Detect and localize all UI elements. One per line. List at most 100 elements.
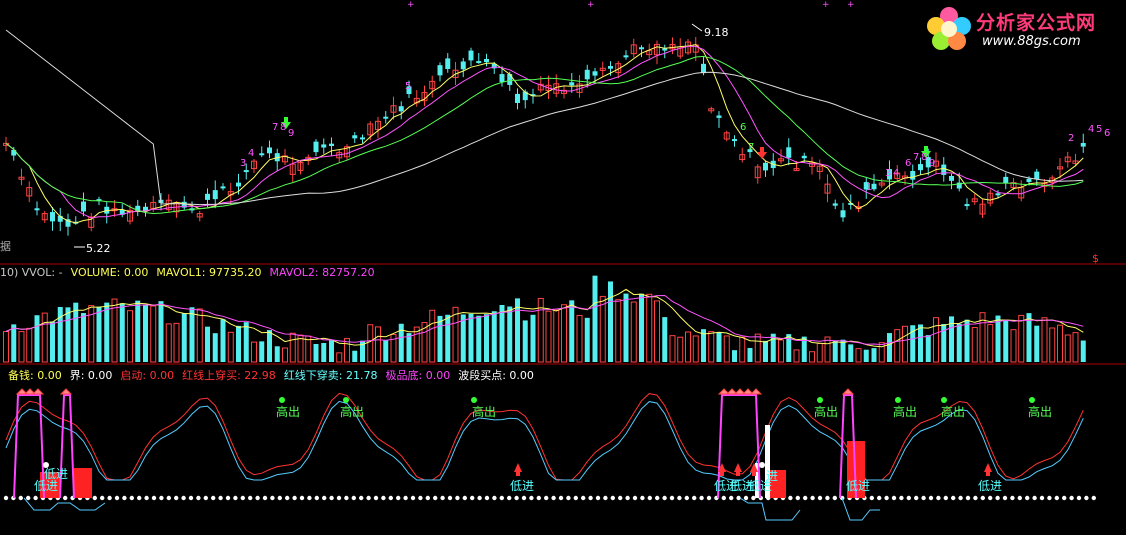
baseline-dot: [26, 495, 31, 501]
candle-body: [599, 67, 606, 71]
volume-bar: [809, 351, 815, 363]
candle-body: [360, 137, 365, 140]
volume-bar: [685, 331, 691, 363]
candle-body: [545, 84, 552, 92]
high-exit-dot: [817, 397, 823, 403]
candle-body: [437, 65, 443, 76]
high-exit-dot: [1029, 397, 1035, 403]
baseline-dot: [625, 495, 630, 501]
wave-count-label: 4: [893, 168, 899, 179]
baseline-dot: [262, 495, 268, 501]
volume-bar: [623, 293, 629, 362]
baseline-dot: [825, 495, 830, 501]
baseline-dot: [558, 495, 564, 501]
volume-bar: [971, 327, 978, 363]
candle-body: [81, 201, 86, 212]
baseline-dot: [692, 495, 697, 501]
signal-label: 低进: [510, 479, 534, 493]
high-exit-dot: [279, 397, 285, 403]
signal-header-item-5: 极品底: 0.00: [385, 369, 451, 382]
baseline-dot: [751, 495, 756, 501]
volume-bar: [383, 340, 389, 362]
wave-count-label: 9: [929, 158, 935, 169]
volume-bar: [576, 314, 583, 363]
baseline-dot: [188, 495, 194, 501]
volume-bar: [561, 304, 567, 363]
baseline-dot: [921, 495, 926, 501]
volume-bar: [437, 315, 443, 362]
baseline-dot: [1069, 495, 1074, 501]
signal-label: 低进: [730, 479, 754, 493]
baseline-dot: [211, 495, 216, 501]
volume-bar: [104, 302, 110, 362]
volume-bar: [692, 335, 699, 363]
candle-body: [592, 71, 598, 76]
baseline-dot: [1025, 495, 1030, 501]
volume-bar: [1057, 324, 1063, 363]
volume-bar: [127, 310, 133, 363]
candle-body: [1072, 160, 1079, 164]
baseline-dot: [906, 495, 911, 501]
baseline-dot: [1017, 495, 1022, 501]
candle-body: [1003, 176, 1009, 184]
baseline-dot: [655, 495, 660, 501]
volume-bar: [793, 349, 800, 363]
candle-body: [236, 182, 241, 187]
low-entry-arrow-icon: [734, 463, 742, 472]
baseline-dot: [647, 495, 652, 501]
candle-body: [243, 170, 249, 173]
baseline-dot: [381, 495, 386, 501]
candle-body: [654, 43, 660, 56]
candle-body: [181, 201, 187, 208]
volume-bar: [1041, 317, 1048, 363]
volume-bar: [754, 333, 761, 363]
baseline-dot: [100, 495, 105, 501]
wave-count-label: 6: [905, 158, 911, 169]
volume-bar: [1064, 334, 1071, 363]
candle-body: [1064, 156, 1071, 163]
signal-up-arrow-icon: [717, 388, 731, 395]
volume-bar: [158, 301, 164, 362]
volume-bar: [677, 336, 684, 363]
signal-panel-header: 备钱: 0.00 界: 0.00 启动: 0.00 红线上穿买: 22.98 红线下穿卖…: [8, 367, 542, 383]
baseline-dot: [329, 495, 334, 501]
volume-bar: [460, 314, 466, 362]
baseline-dot: [336, 495, 342, 501]
candle-body: [747, 149, 753, 153]
candle-body: [522, 91, 528, 101]
signal-label: 高出: [340, 404, 364, 419]
candle-body: [708, 108, 715, 112]
magenta-spike: [59, 394, 75, 499]
signal-up-arrow-icon: [15, 388, 29, 395]
baseline-dot: [248, 495, 253, 501]
baseline-dot: [662, 495, 667, 501]
ma60-line: [5, 29, 1084, 206]
baseline-dot: [418, 495, 423, 501]
baseline-dot: [551, 495, 556, 501]
volume-bar: [871, 348, 877, 362]
candle-body: [3, 142, 9, 146]
baseline-dot: [137, 495, 142, 501]
signal-header-item-6: 波段买点: 0.00: [458, 369, 534, 382]
candle-body: [57, 215, 63, 222]
wave-count-label: 1: [866, 182, 872, 193]
volume-bar: [608, 281, 613, 362]
baseline-dot: [114, 495, 120, 501]
low-entry-arrow-stem: [720, 472, 724, 476]
volume-bar: [639, 293, 644, 362]
volume-bar: [282, 347, 288, 363]
baseline-dot: [174, 495, 179, 501]
candle-body: [429, 80, 436, 90]
white-signal-dot: [759, 462, 765, 468]
signal-label: 高出: [1028, 404, 1052, 419]
volume-bar: [150, 305, 157, 363]
volume-bar: [956, 323, 962, 362]
baseline-dot: [943, 495, 948, 501]
baseline-dot: [795, 495, 800, 501]
volume-bar: [537, 298, 544, 363]
volume-bar: [716, 332, 722, 362]
baseline-dot: [788, 495, 793, 501]
candle-body: [878, 182, 885, 186]
baseline-dot: [344, 495, 349, 501]
